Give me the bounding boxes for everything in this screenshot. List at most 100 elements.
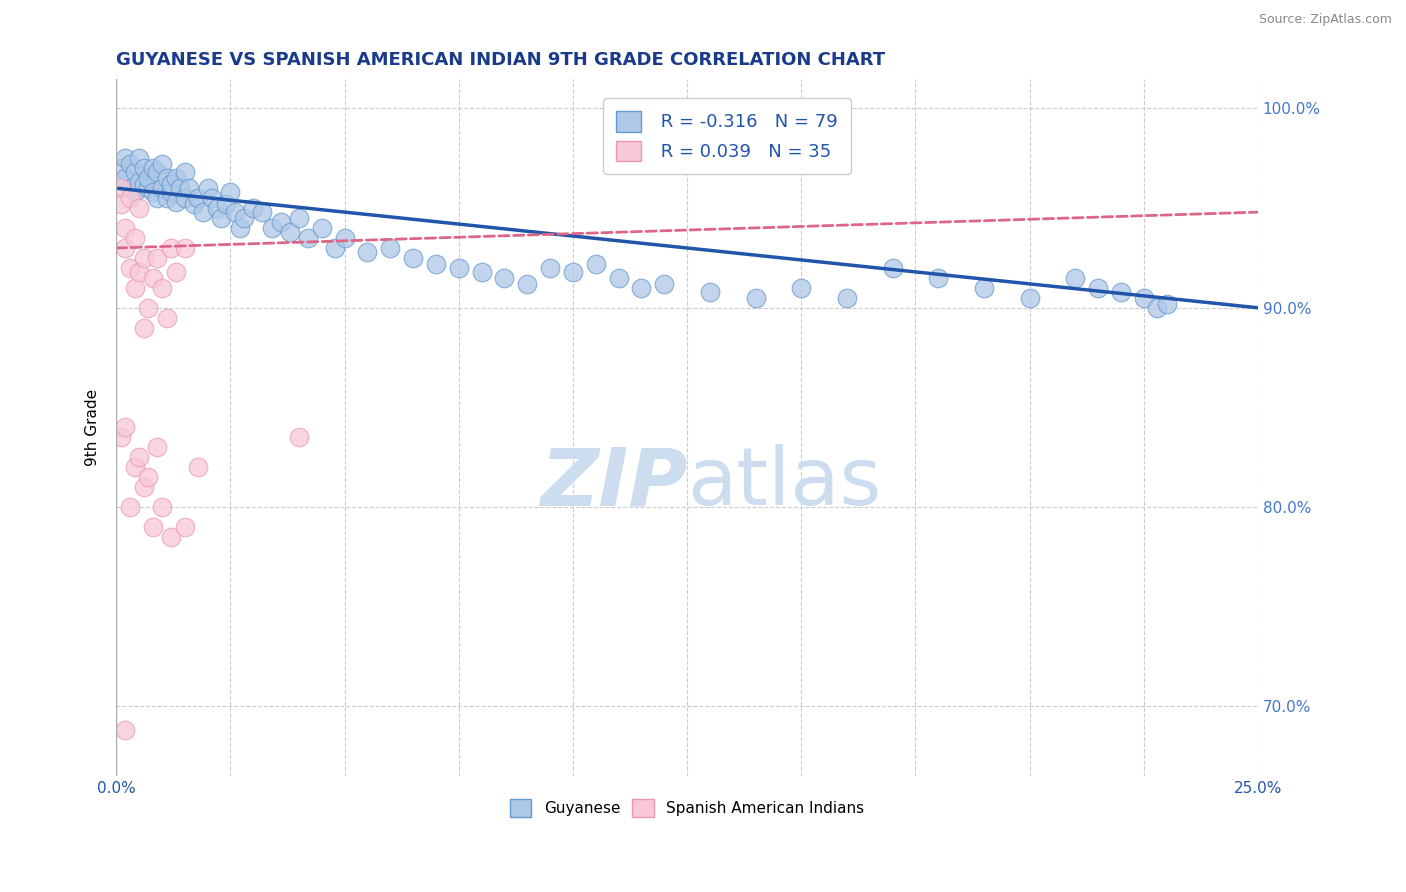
Point: [790, 281, 813, 295]
Point: [114, 151, 136, 165]
Point: [356, 244, 378, 259]
Point: [124, 185, 146, 199]
Point: [173, 520, 195, 534]
Point: [124, 165, 146, 179]
Point: [136, 171, 159, 186]
Point: [132, 480, 155, 494]
Point: [333, 231, 356, 245]
Point: [288, 211, 311, 225]
Point: [270, 215, 292, 229]
Point: [128, 450, 150, 465]
Point: [132, 161, 155, 176]
Point: [197, 181, 219, 195]
Point: [150, 157, 173, 171]
Point: [160, 185, 183, 199]
Point: [160, 178, 183, 192]
Point: [118, 157, 141, 171]
Point: [516, 277, 538, 291]
Point: [132, 251, 155, 265]
Point: [278, 225, 301, 239]
Point: [173, 241, 195, 255]
Point: [973, 281, 995, 295]
Point: [209, 211, 232, 225]
Point: [927, 271, 949, 285]
Point: [699, 285, 721, 299]
Point: [380, 241, 402, 255]
Point: [561, 265, 583, 279]
Point: [110, 430, 132, 444]
Point: [228, 221, 250, 235]
Point: [124, 281, 146, 295]
Point: [118, 260, 141, 275]
Point: [132, 178, 155, 192]
Point: [165, 265, 187, 279]
Point: [128, 201, 150, 215]
Point: [630, 281, 652, 295]
Point: [169, 181, 191, 195]
Point: [124, 460, 146, 475]
Point: [183, 197, 205, 211]
Point: [325, 241, 347, 255]
Point: [136, 301, 159, 315]
Point: [744, 291, 766, 305]
Point: [402, 251, 425, 265]
Point: [165, 171, 187, 186]
Point: [585, 257, 607, 271]
Point: [160, 241, 183, 255]
Point: [128, 265, 150, 279]
Point: [882, 260, 904, 275]
Point: [142, 271, 165, 285]
Point: [136, 470, 159, 484]
Point: [652, 277, 675, 291]
Point: [124, 231, 146, 245]
Point: [150, 500, 173, 514]
Text: Source: ZipAtlas.com: Source: ZipAtlas.com: [1258, 13, 1392, 27]
Point: [118, 191, 141, 205]
Point: [233, 211, 256, 225]
Point: [252, 205, 274, 219]
Point: [114, 221, 136, 235]
Point: [146, 165, 169, 179]
Legend: Guyanese, Spanish American Indians: Guyanese, Spanish American Indians: [502, 791, 872, 824]
Point: [205, 201, 228, 215]
Point: [160, 530, 183, 544]
Point: [155, 310, 177, 325]
Point: [146, 251, 169, 265]
Point: [173, 165, 195, 179]
Point: [110, 161, 132, 176]
Point: [150, 281, 173, 295]
Point: [146, 440, 169, 454]
Point: [260, 221, 283, 235]
Point: [219, 185, 242, 199]
Point: [173, 191, 195, 205]
Point: [447, 260, 470, 275]
Point: [215, 197, 238, 211]
Point: [110, 197, 132, 211]
Point: [288, 430, 311, 444]
Point: [538, 260, 561, 275]
Point: [150, 181, 173, 195]
Text: ZIP: ZIP: [540, 444, 688, 522]
Point: [114, 171, 136, 186]
Point: [114, 420, 136, 434]
Point: [1064, 271, 1087, 285]
Point: [114, 241, 136, 255]
Point: [1156, 297, 1178, 311]
Point: [114, 723, 136, 738]
Point: [165, 195, 187, 210]
Point: [242, 201, 264, 215]
Point: [142, 520, 165, 534]
Text: atlas: atlas: [688, 444, 882, 522]
Point: [1018, 291, 1040, 305]
Point: [142, 161, 165, 176]
Point: [1087, 281, 1109, 295]
Point: [835, 291, 858, 305]
Point: [201, 191, 224, 205]
Point: [128, 175, 150, 189]
Point: [142, 185, 165, 199]
Point: [118, 500, 141, 514]
Point: [1109, 285, 1132, 299]
Point: [1132, 291, 1154, 305]
Point: [297, 231, 319, 245]
Point: [187, 460, 209, 475]
